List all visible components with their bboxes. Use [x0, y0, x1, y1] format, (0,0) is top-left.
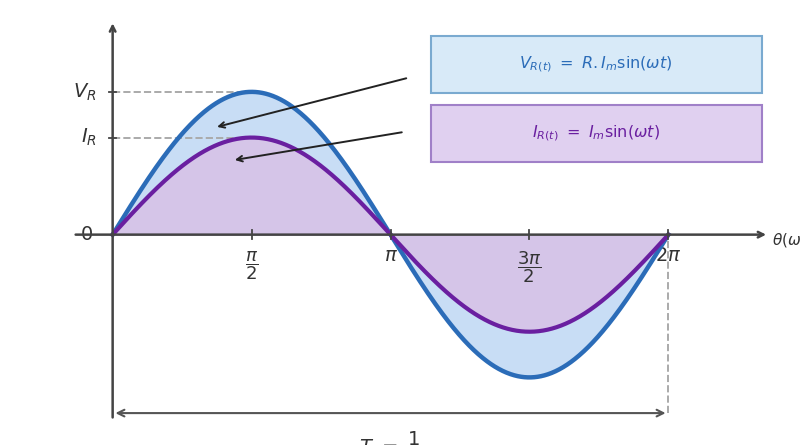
Text: $\dfrac{\pi}{2}$: $\dfrac{\pi}{2}$	[245, 249, 258, 282]
FancyBboxPatch shape	[430, 105, 762, 162]
Text: $\dfrac{3\pi}{2}$: $\dfrac{3\pi}{2}$	[517, 249, 542, 284]
Text: $0$: $0$	[80, 225, 93, 244]
Text: $2\pi$: $2\pi$	[655, 246, 682, 265]
FancyBboxPatch shape	[430, 36, 762, 93]
Text: $V_{R(t)}\ =\ R.I_m\mathrm{sin}(\omega t)$: $V_{R(t)}\ =\ R.I_m\mathrm{sin}(\omega t…	[519, 55, 673, 74]
Text: $V_R$: $V_R$	[74, 81, 97, 102]
Text: $I_R$: $I_R$	[81, 127, 97, 148]
Text: $\pi$: $\pi$	[383, 246, 398, 265]
Text: $I_{R(t)}\ =\ I_m\mathrm{sin}(\omega t)$: $I_{R(t)}\ =\ I_m\mathrm{sin}(\omega t)$	[532, 124, 660, 143]
Text: $\theta(\omega t)$: $\theta(\omega t)$	[771, 231, 800, 249]
Text: $T\ =\ \dfrac{1}{f}$: $T\ =\ \dfrac{1}{f}$	[359, 430, 422, 445]
